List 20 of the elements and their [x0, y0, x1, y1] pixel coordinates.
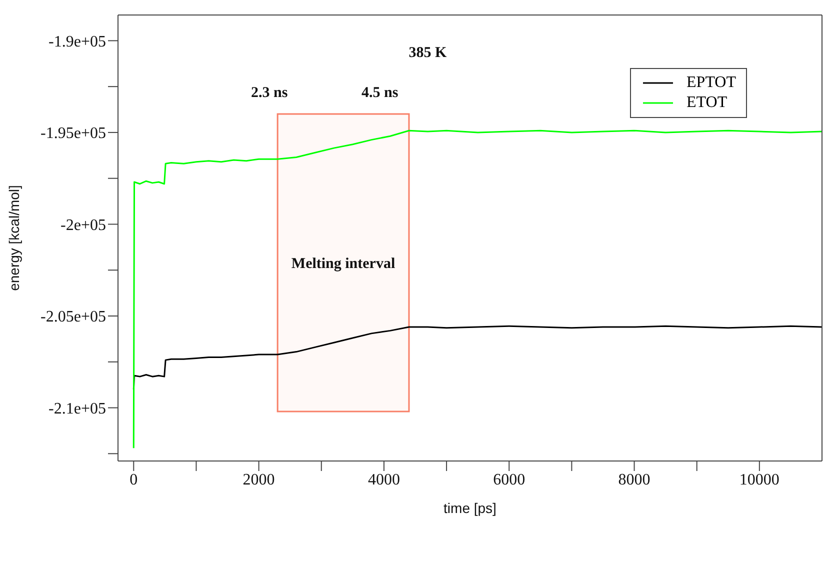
x-tick-label: 4000: [368, 471, 400, 488]
annotation: 2.3 ns: [251, 85, 288, 102]
y-tick-label: -2.05e+05: [40, 308, 106, 326]
x-axis-title: time [ps]: [444, 500, 496, 516]
y-tick-label: -1.9e+05: [48, 33, 106, 50]
x-tick-label: 0: [130, 471, 138, 488]
annotation: 385 K: [408, 44, 448, 61]
y-axis-title: energy [kcal/mol]: [6, 185, 22, 291]
x-tick-label: 6000: [493, 471, 526, 488]
band-label: Melting interval: [291, 256, 396, 272]
y-tick-label: -2e+05: [60, 216, 106, 234]
legend-label: EPTOT: [686, 73, 736, 93]
legend-label: ETOT: [686, 93, 728, 113]
x-tick-label: 8000: [618, 471, 650, 488]
y-tick-label: -2.1e+05: [48, 400, 106, 418]
line-series: [132, 130, 822, 449]
x-tick-label: 2000: [242, 471, 275, 488]
y-tick-label: -1.95e+05: [40, 125, 106, 142]
x-tick-label: 10000: [739, 471, 780, 488]
annotation: 4.5 ns: [362, 85, 398, 102]
